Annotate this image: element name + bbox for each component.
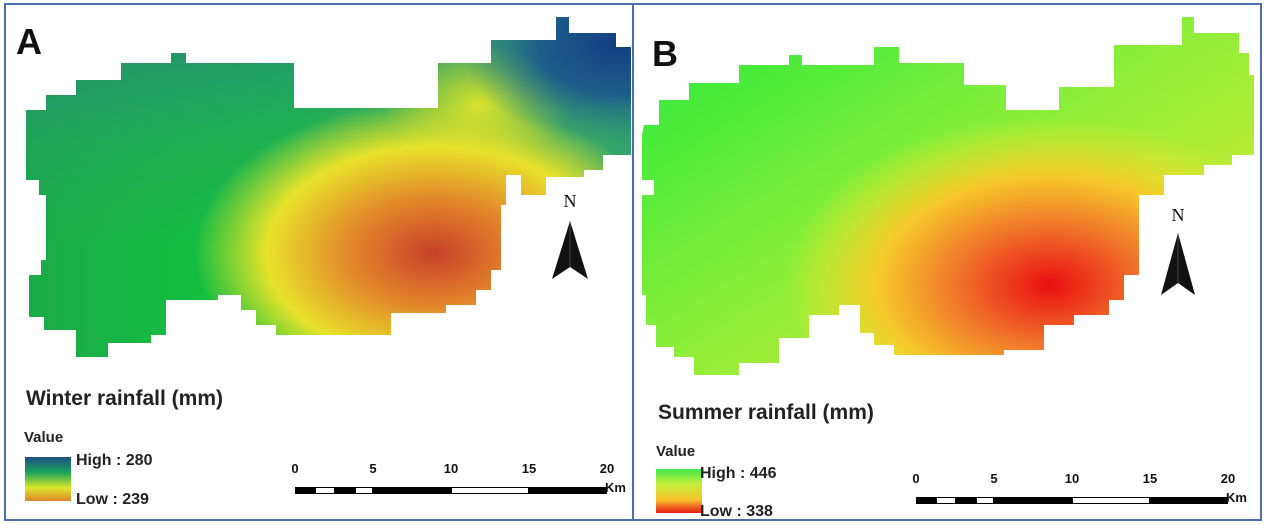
legend-low-label: Low : 338	[700, 503, 773, 520]
legend-color-ramp	[656, 469, 702, 513]
scale-segment	[451, 487, 529, 494]
legend-heading: Value	[656, 443, 696, 460]
map-title: Summer rainfall (mm)	[658, 401, 874, 424]
winter-rainfall-map	[26, 17, 631, 357]
scale-segment	[1072, 497, 1150, 504]
scale-segment	[936, 497, 956, 504]
scale-segment	[295, 487, 315, 494]
north-arrow: N	[550, 191, 590, 291]
scale-unit: Km	[605, 480, 626, 495]
map-title: Winter rainfall (mm)	[26, 387, 223, 410]
scale-segment	[315, 487, 335, 494]
scale-tick: 20	[1220, 471, 1236, 486]
scale-tick: 5	[369, 461, 377, 476]
map-panel-summer: B N Summer rainfall (mm) Value High : 44…	[632, 3, 1262, 521]
scale-tick: 5	[990, 471, 998, 486]
scale-tick: 0	[912, 471, 920, 486]
legend-high-label: High : 446	[700, 465, 777, 482]
north-arrow-icon	[1161, 233, 1195, 295]
north-arrow: N	[1158, 205, 1198, 305]
map-panel-winter: A N Winter rainfall (mm) Value High : 28…	[4, 3, 634, 521]
scale-unit: Km	[1226, 490, 1247, 505]
scale-segment	[994, 497, 1072, 504]
scale-tick: 20	[599, 461, 615, 476]
north-arrow-icon	[552, 221, 588, 279]
summer-rainfall-map	[642, 17, 1254, 375]
scale-bar: 0 5 10 15 20 Km	[291, 461, 626, 511]
scale-tick: 10	[1064, 471, 1080, 486]
scale-tick: 15	[521, 461, 537, 476]
north-label: N	[563, 191, 577, 211]
scale-segment	[529, 487, 607, 494]
scale-segment	[335, 487, 355, 494]
scale-bar: 0 5 10 15 20 Km	[912, 471, 1247, 519]
legend-high-label: High : 280	[76, 452, 153, 469]
scale-segment	[373, 487, 451, 494]
scale-segment	[976, 497, 994, 504]
scale-segment	[355, 487, 373, 494]
north-label: N	[1171, 205, 1185, 225]
scale-tick: 15	[1142, 471, 1158, 486]
panel-letter: B	[652, 33, 678, 74]
legend-color-ramp	[25, 457, 71, 501]
legend-low-label: Low : 239	[76, 491, 149, 508]
scale-tick: 10	[443, 461, 459, 476]
legend-heading: Value	[24, 429, 64, 446]
panel-letter: A	[16, 21, 42, 62]
scale-segment	[956, 497, 976, 504]
scale-segment	[1150, 497, 1228, 504]
scale-tick: 0	[291, 461, 299, 476]
scale-segment	[916, 497, 936, 504]
